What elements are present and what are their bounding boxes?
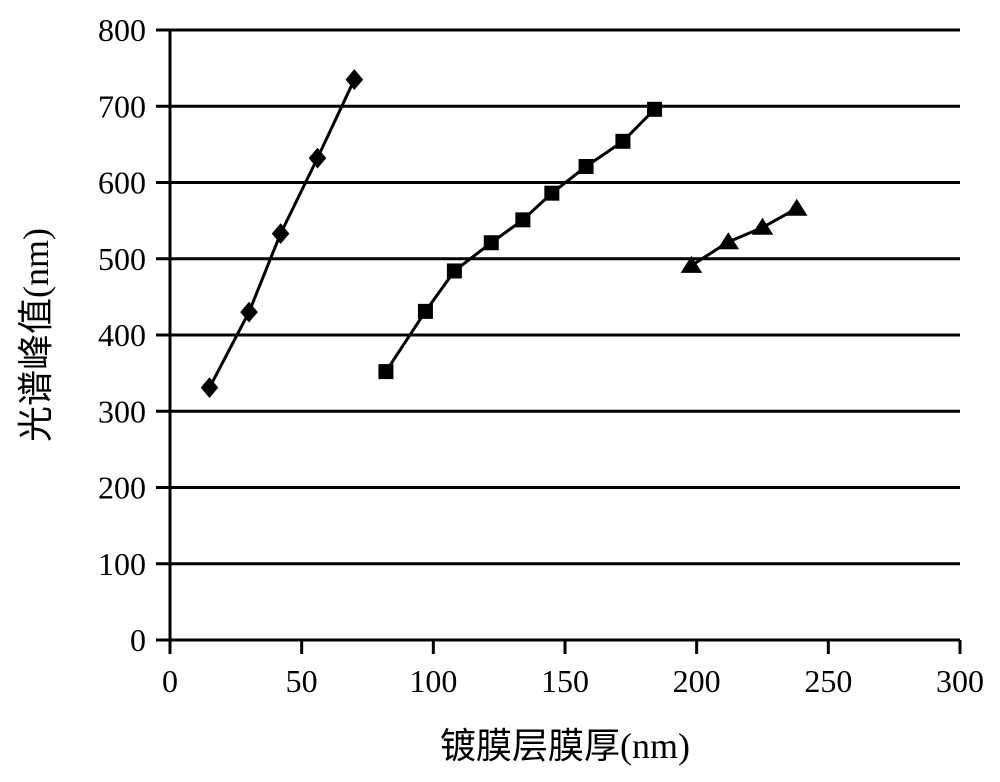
x-tick-label: 0	[162, 663, 178, 699]
scatter-chart: 0 50 100 150 200 250 300 0 100 200 300 400 500 600 700…	[0, 0, 1000, 782]
x-tick-label: 100	[409, 663, 457, 699]
y-tick-label: 200	[98, 470, 146, 506]
y-axis-label: 光谱峰值(nm)	[16, 228, 56, 442]
x-tick-label: 250	[804, 663, 852, 699]
series-square-marker	[484, 235, 499, 250]
series-square-marker	[515, 212, 530, 227]
x-tick-label: 150	[541, 663, 589, 699]
y-tick-label: 0	[130, 622, 146, 658]
y-tick-label: 400	[98, 317, 146, 353]
y-tick-label: 800	[98, 12, 146, 48]
series-square-marker	[579, 159, 594, 174]
y-tick-label: 100	[98, 546, 146, 582]
x-tick-label: 200	[673, 663, 721, 699]
y-tick-label: 500	[98, 241, 146, 277]
chart-container: 0 50 100 150 200 250 300 0 100 200 300 400 500 600 700…	[0, 0, 1000, 782]
series-square-marker	[447, 263, 462, 278]
series-square-marker	[544, 186, 559, 201]
series-square-marker	[615, 134, 630, 149]
series-square-marker	[647, 102, 662, 117]
x-tick-label: 50	[286, 663, 318, 699]
x-tick-label: 300	[936, 663, 984, 699]
series-square-marker	[418, 304, 433, 319]
x-axis-label: 镀膜层膜厚(nm)	[440, 726, 690, 766]
y-tick-label: 600	[98, 165, 146, 201]
y-tick-label: 300	[98, 393, 146, 429]
y-tick-label: 700	[98, 88, 146, 124]
series-square-marker	[378, 364, 393, 379]
